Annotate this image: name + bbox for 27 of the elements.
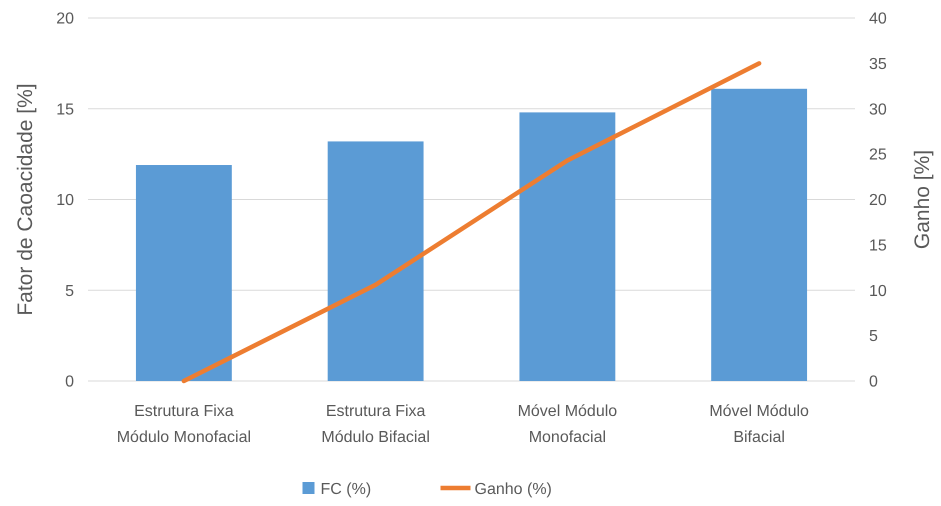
y-tick-label: 15 (56, 101, 74, 118)
x-tick-label: Móvel Módulo Bifacial (709, 403, 810, 446)
line-series (182, 61, 762, 384)
y-tick-label: 10 (56, 192, 74, 210)
y2-axis-title: Ganho [%] (911, 150, 934, 250)
y2-tick-label: 25 (869, 146, 887, 164)
y2-tick-label: 5 (869, 328, 878, 346)
legend-label: Ganho (%) (474, 481, 552, 498)
y2-tick-label: 35 (869, 56, 887, 73)
legend-label: FC (%) (320, 481, 372, 498)
x-tick-label: Estrutura Fixa Módulo Monofacial (116, 403, 252, 446)
y2-tick-label: 30 (869, 101, 887, 118)
bar (519, 112, 616, 381)
bar (136, 165, 232, 381)
y2-tick-label: 15 (869, 237, 887, 254)
y-tick-label: 5 (65, 282, 74, 300)
y-tick-label: 0 (65, 374, 74, 391)
y-axis-title: Fator de Caoacidade [%] (14, 83, 37, 316)
y2-tick-label: 20 (869, 192, 887, 210)
y2-tick-label: 10 (869, 282, 887, 300)
y2-tick-label: 40 (869, 10, 887, 28)
y2-tick-label: 0 (869, 374, 878, 391)
y-tick-label: 20 (56, 10, 74, 28)
bar (711, 88, 808, 381)
x-tick-label: Estrutura Fixa Módulo Bifacial (321, 403, 430, 446)
bar (328, 141, 424, 381)
x-tick-label: Móvel Módulo Monofacial (518, 403, 618, 446)
